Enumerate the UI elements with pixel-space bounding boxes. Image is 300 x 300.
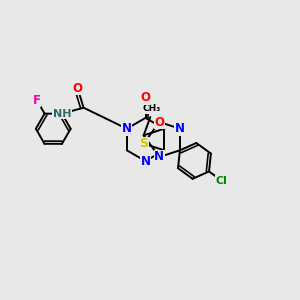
Text: N: N xyxy=(122,122,132,135)
Text: O: O xyxy=(154,116,164,128)
Text: NH: NH xyxy=(53,109,71,119)
Text: O: O xyxy=(73,82,82,95)
Text: O: O xyxy=(140,91,151,104)
Text: Cl: Cl xyxy=(216,176,228,186)
Text: F: F xyxy=(33,94,41,106)
Text: CH₃: CH₃ xyxy=(143,104,161,113)
Text: N: N xyxy=(154,151,164,164)
Text: N: N xyxy=(175,122,185,135)
Text: N: N xyxy=(140,154,151,168)
Text: S: S xyxy=(139,137,148,150)
